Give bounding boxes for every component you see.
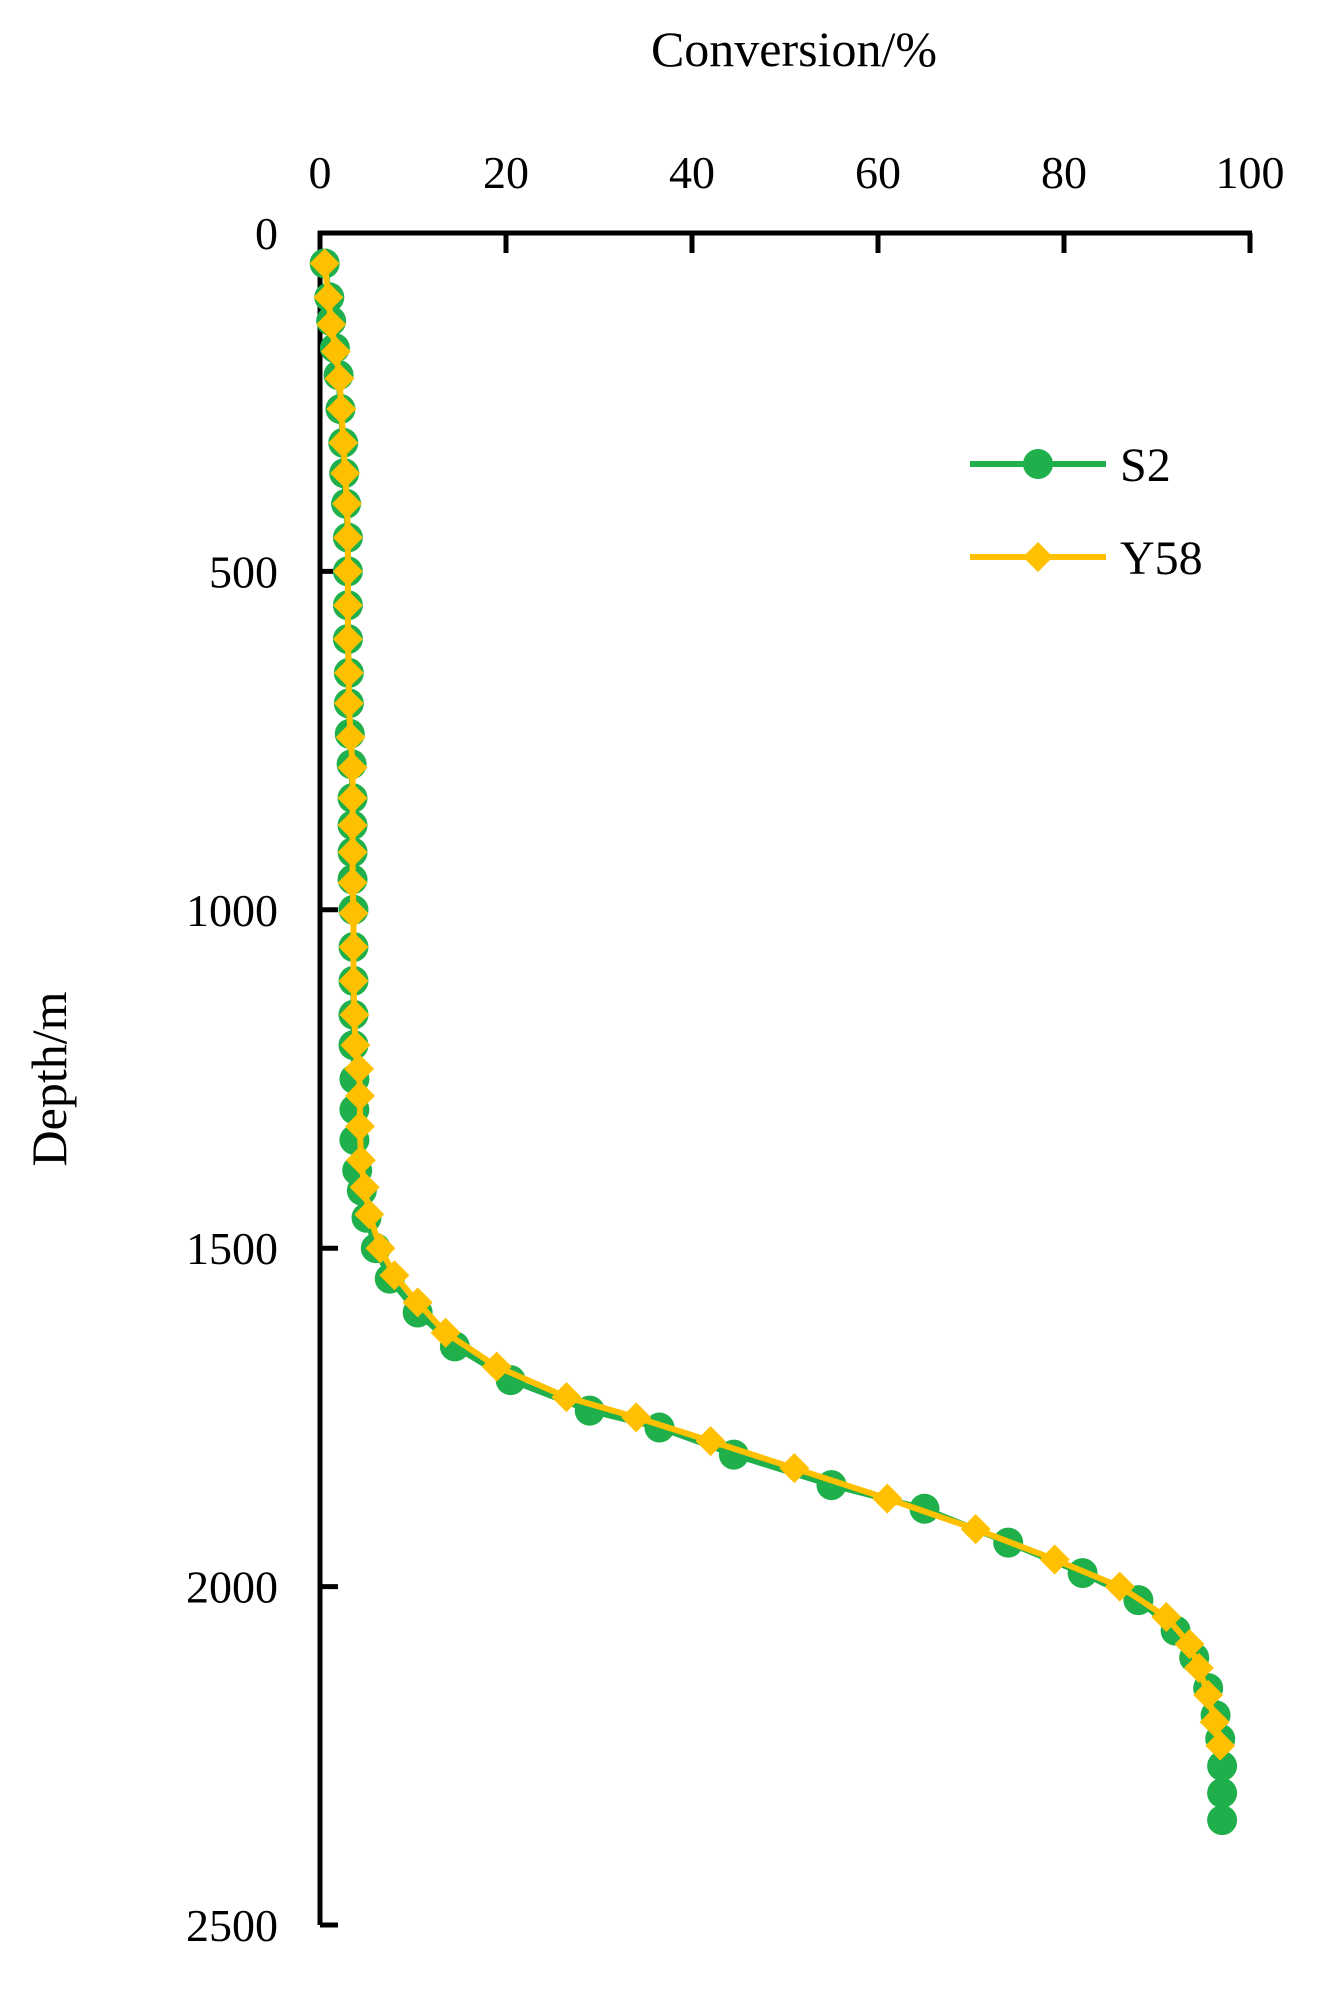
data-point-y58 (332, 624, 363, 655)
series-s2 (309, 248, 1238, 1836)
series-line-y58 (321, 263, 1224, 1747)
y-tick-label: 1500 (186, 1223, 278, 1274)
y-tick-label: 0 (255, 208, 278, 259)
data-point-y58 (338, 932, 369, 963)
data-point-y58 (354, 1199, 385, 1230)
data-point-y58 (337, 810, 368, 841)
data-point-y58 (324, 363, 355, 394)
data-point-y58 (1039, 1544, 1070, 1575)
x-tick-label: 80 (1041, 147, 1087, 198)
legend: S2 Y58 (970, 439, 1203, 585)
data-point-y58 (1104, 1571, 1135, 1602)
y-tick-label: 1000 (186, 885, 278, 936)
x-tick-label: 40 (669, 147, 715, 198)
legend-swatch-s2-marker (1023, 449, 1053, 479)
data-point-y58 (333, 688, 364, 719)
data-point-y58 (695, 1426, 726, 1457)
x-tick-label: 60 (855, 147, 901, 198)
y-axis-title: Depth/m (21, 991, 77, 1166)
data-point-y58 (337, 752, 368, 783)
data-point-y58 (430, 1317, 461, 1348)
data-point-y58 (1151, 1602, 1182, 1633)
data-point-y58 (326, 393, 357, 424)
data-point-y58 (320, 336, 351, 367)
data-point-y58 (621, 1402, 652, 1433)
x-axis-ticks: 0 20 40 60 80 100 (309, 147, 1285, 253)
data-point-y58 (1183, 1652, 1214, 1683)
data-point-y58 (349, 1172, 380, 1203)
data-point-y58 (344, 1111, 375, 1142)
data-point-y58 (340, 1030, 371, 1061)
legend-label-s2: S2 (1120, 439, 1171, 492)
data-point-y58 (316, 309, 347, 340)
data-point-y58 (338, 898, 369, 929)
data-point-y58 (872, 1483, 903, 1514)
data-point-y58 (344, 1080, 375, 1111)
data-point-y58 (332, 522, 363, 553)
data-point-y58 (337, 783, 368, 814)
data-point-y58 (337, 867, 368, 898)
data-point-y58 (333, 657, 364, 688)
data-point-y58 (960, 1514, 991, 1545)
data-point-s2 (1207, 1778, 1238, 1809)
data-point-y58 (551, 1382, 582, 1413)
legend-swatch-y58-marker (1023, 542, 1053, 572)
x-tick-label: 20 (483, 147, 529, 198)
data-point-y58 (481, 1351, 512, 1382)
data-point-y58 (339, 999, 370, 1030)
legend-label-y58: Y58 (1120, 532, 1203, 585)
data-point-y58 (779, 1453, 810, 1484)
data-point-s2 (1207, 1805, 1238, 1836)
data-point-y58 (338, 965, 369, 996)
x-axis-title: Conversion/% (651, 21, 937, 77)
y-axis-ticks: 0 500 1000 1500 2000 2500 (186, 208, 338, 1951)
data-point-y58 (1205, 1730, 1236, 1761)
data-point-y58 (332, 556, 363, 587)
y-tick-label: 2500 (186, 1900, 278, 1951)
y-tick-label: 2000 (186, 1562, 278, 1613)
data-point-y58 (309, 248, 340, 279)
data-point-y58 (330, 458, 361, 489)
data-point-y58 (379, 1260, 410, 1291)
data-point-y58 (313, 282, 344, 313)
data-point-y58 (1193, 1679, 1224, 1710)
data-point-y58 (328, 427, 359, 458)
x-tick-label: 0 (309, 147, 332, 198)
y-tick-label: 500 (209, 546, 278, 597)
data-point-y58 (344, 1053, 375, 1084)
data-point-y58 (365, 1233, 396, 1264)
x-tick-label: 100 (1216, 147, 1285, 198)
data-point-s2 (1207, 1750, 1238, 1781)
data-point-y58 (337, 837, 368, 868)
data-point-y58 (402, 1287, 433, 1318)
series-y58 (309, 248, 1236, 1761)
data-point-y58 (1199, 1706, 1230, 1737)
data-point-y58 (332, 590, 363, 621)
data-point-y58 (331, 488, 362, 519)
data-point-y58 (335, 722, 366, 753)
data-point-y58 (345, 1145, 376, 1176)
plot-area (309, 248, 1238, 1836)
data-point-y58 (1174, 1629, 1205, 1660)
